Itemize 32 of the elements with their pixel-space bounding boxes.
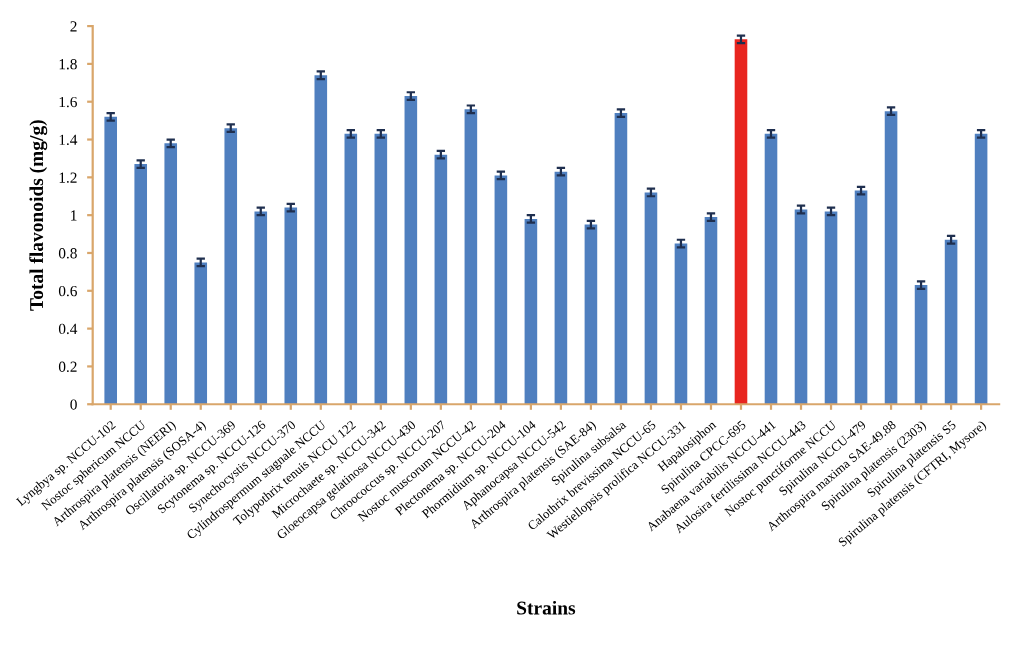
bar [374, 133, 388, 405]
bar [734, 39, 748, 405]
bar [314, 75, 328, 405]
bar [854, 190, 868, 405]
bar [644, 192, 658, 405]
bar [944, 239, 958, 405]
bar [674, 243, 688, 405]
bar [884, 111, 898, 405]
bar [824, 211, 838, 405]
bar [194, 262, 208, 405]
bar [764, 133, 778, 405]
bar [494, 175, 508, 405]
bar [464, 109, 478, 405]
bar [344, 133, 358, 405]
bar [524, 218, 538, 405]
bar [134, 164, 148, 405]
bar [614, 113, 628, 405]
bar [164, 143, 178, 405]
bar [434, 154, 448, 405]
bar [254, 211, 268, 405]
bar [554, 171, 568, 405]
x-axis-title: Strains [517, 600, 576, 615]
bar [704, 217, 718, 405]
bar [584, 224, 598, 405]
bar [794, 209, 808, 405]
bar [284, 207, 298, 405]
bar [914, 285, 928, 405]
y-axis-title: Total flavonoids (mg/g) [29, 120, 48, 311]
bar [974, 133, 988, 405]
bar [404, 96, 418, 405]
bar [224, 128, 238, 405]
bar [104, 116, 118, 405]
